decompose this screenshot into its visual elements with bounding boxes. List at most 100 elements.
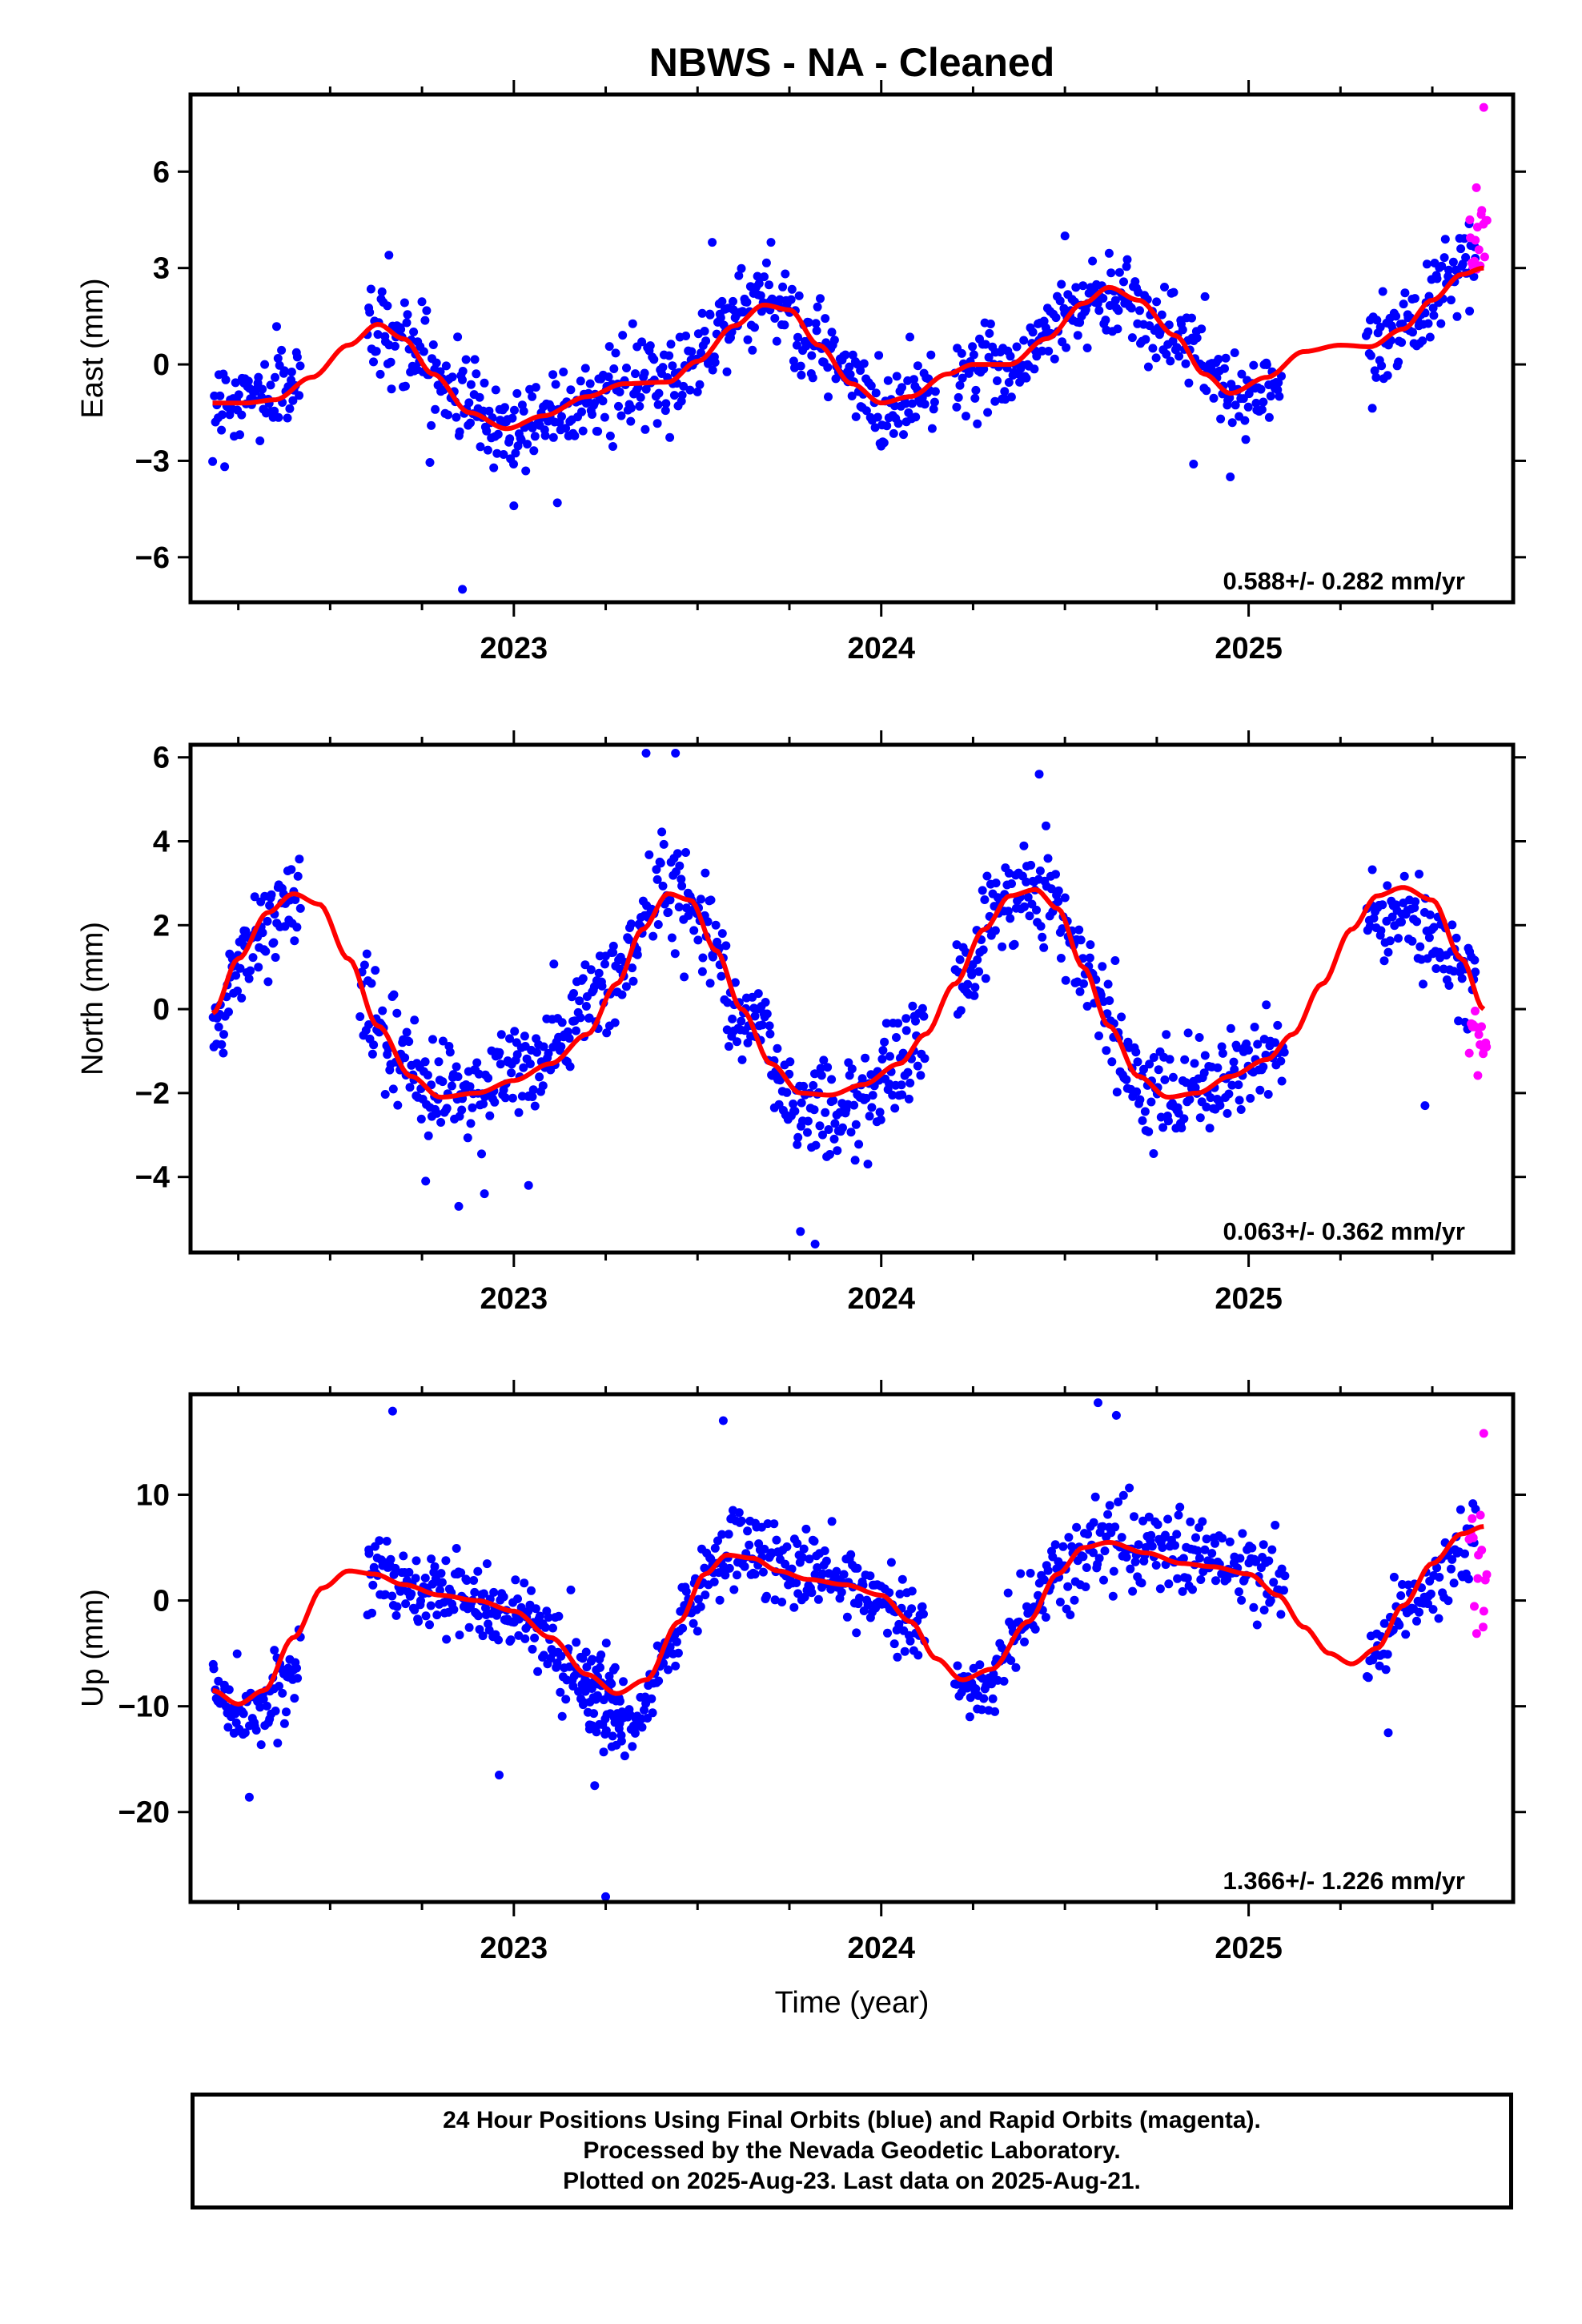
final-orbit-point (823, 363, 833, 372)
final-orbit-point (956, 1006, 966, 1015)
final-orbit-point (254, 963, 263, 972)
final-orbit-point (474, 1611, 483, 1621)
final-orbit-point (1277, 1564, 1287, 1574)
final-orbit-point (705, 310, 715, 320)
final-orbit-point (1193, 1546, 1203, 1555)
final-orbit-point (523, 440, 532, 449)
final-orbit-point (570, 431, 580, 440)
final-orbit-point (1447, 1564, 1456, 1574)
final-orbit-point (279, 1719, 289, 1728)
final-orbit-point (787, 284, 797, 294)
final-orbit-point (680, 972, 689, 982)
final-orbit-point (675, 861, 685, 870)
final-orbit-point (516, 1602, 526, 1612)
final-orbit-point (1396, 1591, 1406, 1600)
final-orbit-point (1262, 1000, 1271, 1010)
final-orbit-point (367, 1049, 377, 1059)
final-orbit-point (441, 361, 451, 371)
rapid-orbit-point (1482, 1570, 1492, 1579)
final-orbit-point (1026, 860, 1036, 870)
final-orbit-point (544, 1613, 553, 1622)
final-orbit-point (1224, 1089, 1234, 1099)
final-orbit-point (458, 375, 467, 384)
final-orbit-point (1067, 1542, 1077, 1551)
final-orbit-point (1182, 1574, 1192, 1583)
final-orbit-point (793, 1539, 802, 1548)
final-orbit-point (1191, 1533, 1200, 1542)
final-orbit-point (1218, 1048, 1227, 1058)
final-orbit-point (535, 1611, 544, 1621)
final-orbit-point (490, 1097, 500, 1107)
final-orbit-point (373, 330, 383, 340)
final-orbit-point (1253, 1039, 1263, 1049)
final-orbit-point (743, 1526, 753, 1536)
final-orbit-point (271, 953, 280, 962)
final-orbit-point (760, 1544, 769, 1554)
final-orbit-point (610, 1018, 620, 1027)
final-orbit-point (491, 385, 500, 395)
final-orbit-point (765, 1021, 774, 1031)
final-orbit-point (293, 1674, 303, 1683)
final-orbit-point (673, 849, 682, 858)
final-orbit-point (1165, 1055, 1174, 1064)
final-orbit-point (618, 331, 628, 340)
final-orbit-point (469, 1576, 479, 1585)
final-orbit-point (856, 366, 865, 376)
final-orbit-point (851, 1120, 861, 1129)
final-orbit-point (1043, 854, 1053, 863)
final-orbit-point (769, 1519, 779, 1529)
final-orbit-point (899, 430, 908, 440)
final-orbit-point (1200, 1051, 1210, 1060)
final-orbit-point (665, 1642, 675, 1651)
final-orbit-point (919, 1011, 929, 1021)
final-orbit-point (274, 412, 283, 422)
final-orbit-point (1279, 1586, 1288, 1595)
final-orbit-point (419, 347, 428, 356)
final-orbit-point (815, 1121, 825, 1131)
final-orbit-point (416, 1114, 426, 1124)
final-orbit-point (1279, 1047, 1289, 1057)
up-fit-curve (211, 1524, 1484, 1707)
final-orbit-point (807, 1588, 817, 1598)
final-orbit-point (432, 1108, 442, 1118)
final-orbit-point (559, 368, 568, 376)
final-orbit-point (448, 372, 457, 382)
final-orbit-point (1412, 917, 1422, 927)
final-orbit-point (1186, 1517, 1195, 1526)
final-orbit-point (609, 364, 619, 373)
final-orbit-point (665, 432, 675, 442)
final-orbit-point (1125, 1483, 1134, 1493)
final-orbit-point (1267, 1545, 1277, 1554)
final-orbit-point (258, 928, 267, 938)
final-orbit-point (905, 1078, 915, 1088)
final-orbit-point (425, 458, 435, 467)
final-orbit-point (525, 1059, 535, 1068)
final-orbit-point (710, 1543, 720, 1553)
final-orbit-point (1264, 412, 1274, 422)
final-orbit-point (1004, 378, 1014, 387)
final-orbit-point (480, 378, 489, 388)
final-orbit-point (1148, 344, 1158, 353)
final-orbit-point (1397, 338, 1407, 348)
final-orbit-point (1259, 1062, 1268, 1072)
final-orbit-point (1198, 1517, 1207, 1526)
final-orbit-point (673, 1648, 683, 1658)
final-orbit-point (765, 280, 773, 290)
final-orbit-point (436, 1586, 444, 1595)
final-orbit-point (287, 368, 296, 376)
final-orbit-point (596, 1663, 604, 1672)
final-orbit-point (1447, 1554, 1457, 1564)
final-orbit-point (1381, 1665, 1391, 1675)
final-orbit-point (894, 1619, 904, 1629)
final-orbit-point (1266, 1596, 1275, 1606)
final-orbit-point (1206, 1093, 1215, 1103)
final-orbit-point (849, 1100, 859, 1110)
final-orbit-point (530, 432, 540, 441)
final-orbit-point (1236, 1105, 1246, 1114)
final-orbit-point (364, 1549, 374, 1558)
final-orbit-point (1460, 1549, 1469, 1558)
final-orbit-point (600, 412, 609, 422)
final-orbit-point (927, 424, 937, 433)
final-orbit-point (617, 990, 627, 999)
final-orbit-point (1184, 378, 1194, 388)
